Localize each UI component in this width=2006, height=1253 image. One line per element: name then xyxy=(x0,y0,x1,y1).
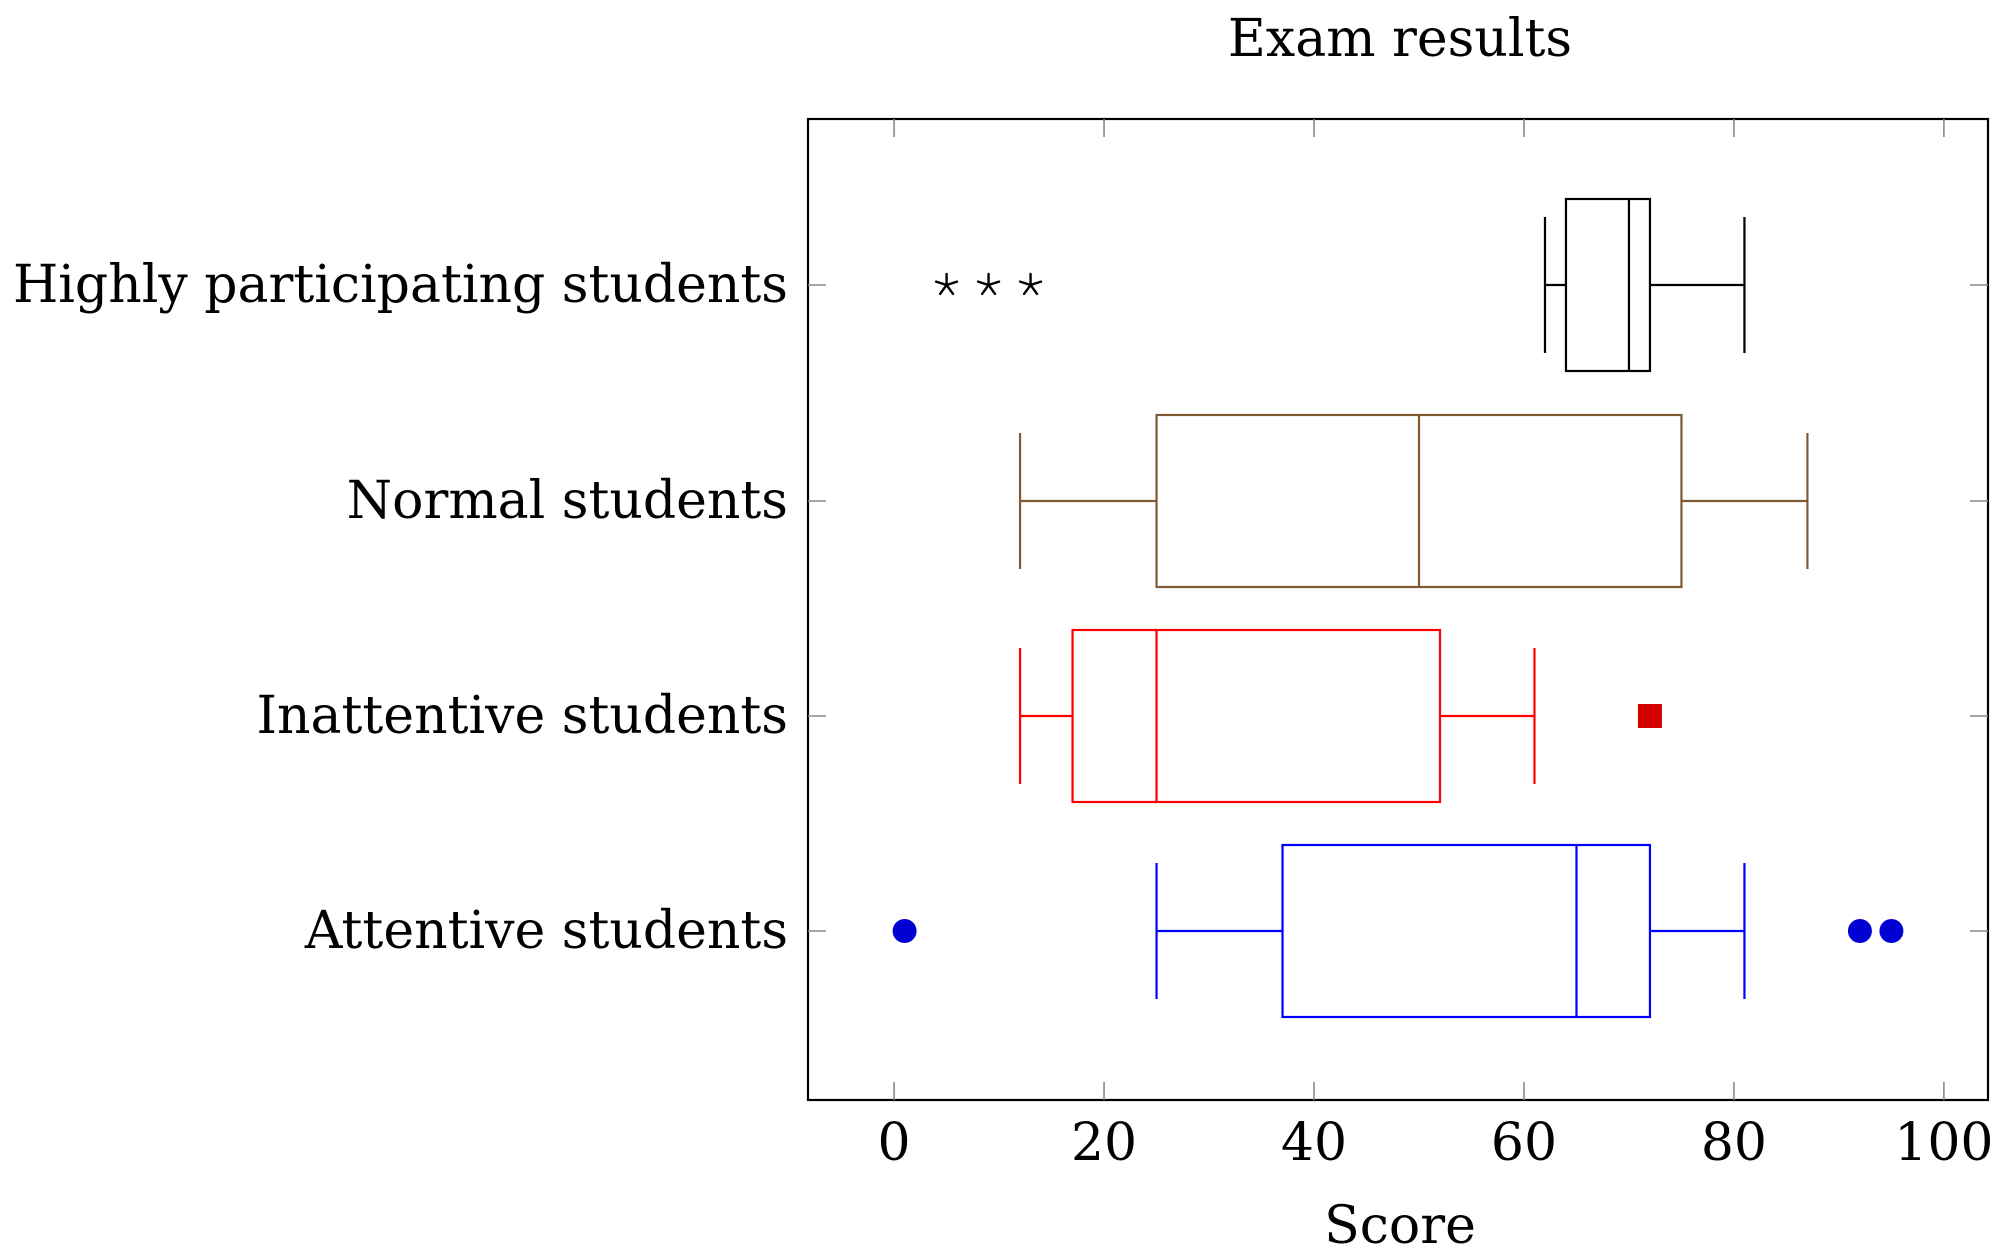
outlier-point xyxy=(1847,919,1872,943)
plot-frame xyxy=(806,117,1990,1102)
box-attentive-students xyxy=(892,843,1904,1019)
x-tick-label: 80 xyxy=(1701,1113,1767,1173)
outlier-point xyxy=(1018,272,1043,296)
box-normal-students xyxy=(1018,413,1809,589)
outlier-point xyxy=(1637,704,1662,728)
chart-title: Exam results xyxy=(1228,9,1572,69)
outlier-point xyxy=(892,919,917,943)
axis-ticks xyxy=(808,119,1988,1100)
y-category-label: Attentive students xyxy=(304,901,788,961)
iqr-box xyxy=(1281,843,1652,1019)
y-category-label: Highly participating students xyxy=(13,255,788,315)
outlier-point xyxy=(934,272,959,296)
iqr-box xyxy=(1071,628,1442,804)
y-category-label: Normal students xyxy=(347,471,788,531)
iqr-box xyxy=(1564,197,1652,373)
x-tick-label: 0 xyxy=(878,1113,911,1173)
boxes-layer xyxy=(892,197,1904,1019)
y-category-label: Inattentive students xyxy=(256,686,788,746)
outlier-point xyxy=(1879,919,1904,943)
outlier-point xyxy=(976,272,1001,296)
x-tick-label: 60 xyxy=(1491,1113,1557,1173)
y-category-labels: Highly participating students Normal stud… xyxy=(13,255,788,961)
x-tick-label: 20 xyxy=(1071,1113,1137,1173)
x-tick-label: 40 xyxy=(1281,1113,1347,1173)
x-tick-labels: 0 20 40 60 80 100 xyxy=(878,1113,1994,1173)
box-highly-participating-students xyxy=(934,197,1746,373)
x-tick-label: 100 xyxy=(1894,1113,1993,1173)
box-inattentive-students xyxy=(1018,628,1662,804)
x-axis-label: Score xyxy=(1324,1196,1476,1253)
